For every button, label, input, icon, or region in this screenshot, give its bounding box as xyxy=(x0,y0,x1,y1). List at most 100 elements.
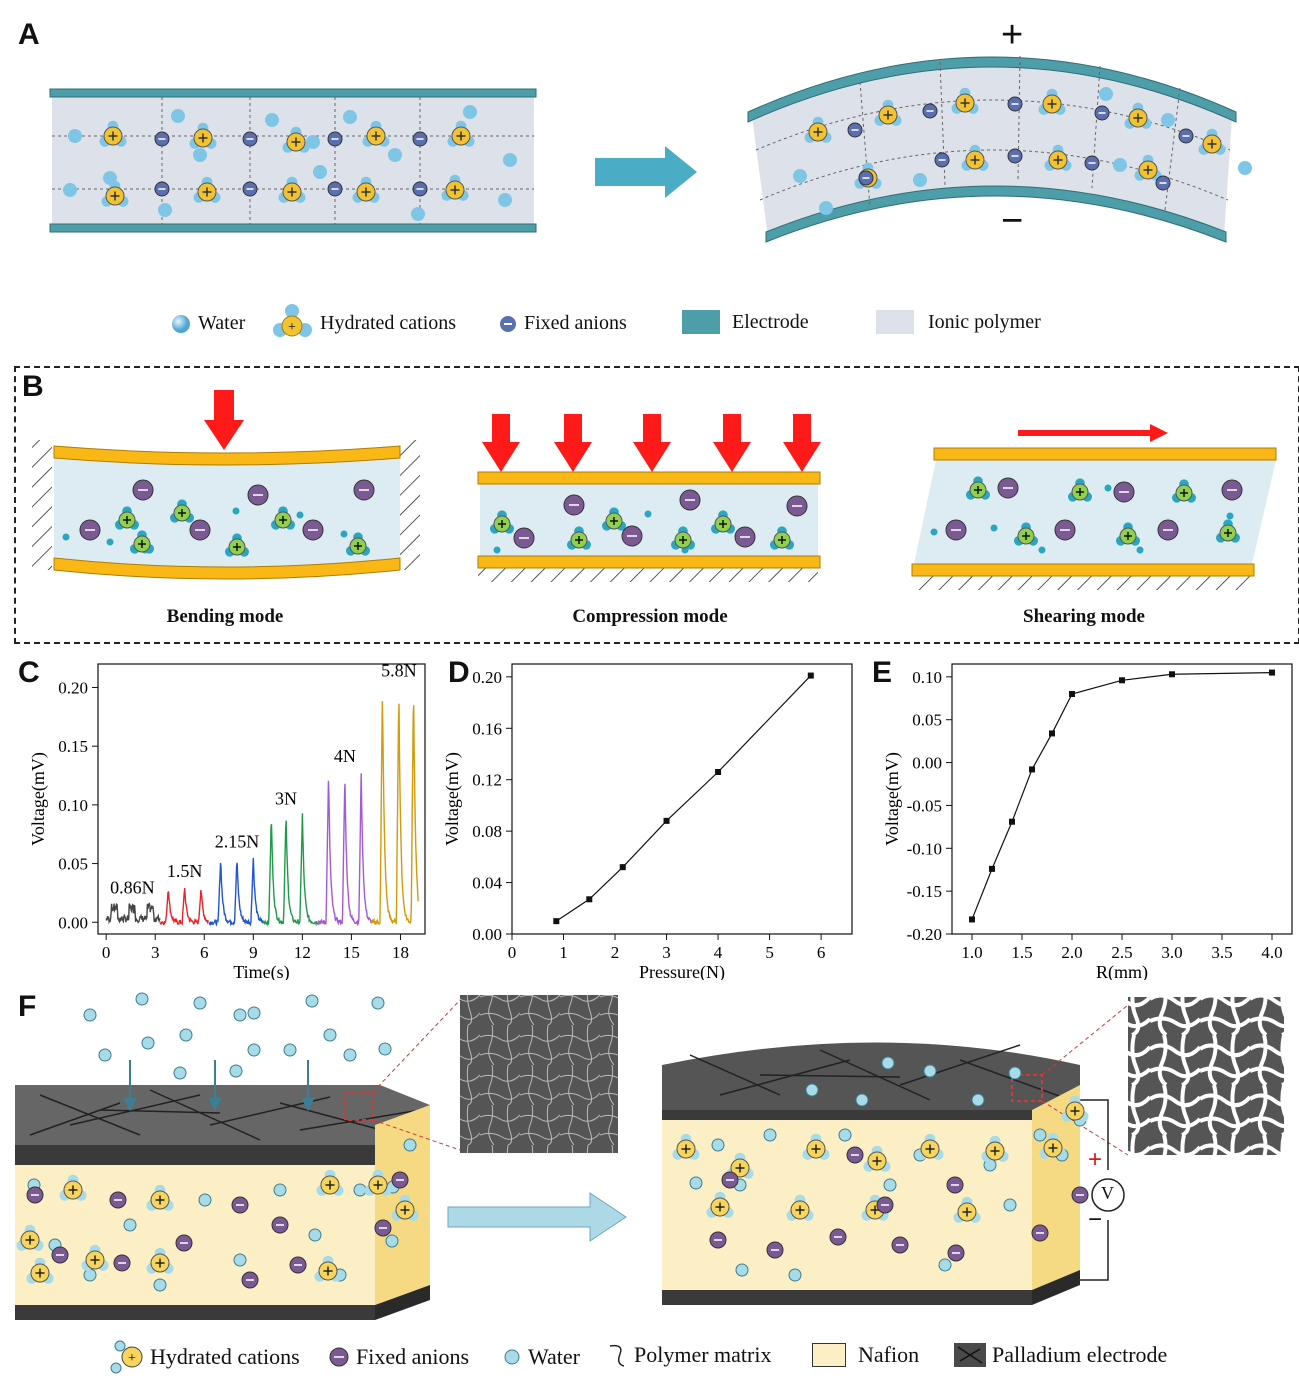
flat-ionic-polymer xyxy=(52,96,534,226)
right-micro-crack-inset xyxy=(1128,997,1284,1155)
hydrated-cation xyxy=(966,476,990,500)
chart-d-ytick-label: 0.08 xyxy=(472,822,502,841)
chart-c-series-label: 5.8N xyxy=(381,660,417,680)
water-molecule xyxy=(1099,87,1113,101)
chart-d-xtick-label: 5 xyxy=(765,943,774,962)
hydrated-cation xyxy=(671,526,695,550)
chart-d-point xyxy=(586,896,593,903)
water-molecule xyxy=(735,1263,749,1277)
fixed-anion xyxy=(1155,175,1171,191)
water-molecule xyxy=(123,1218,137,1232)
fixed-anion xyxy=(876,1196,894,1214)
fixed-anion xyxy=(1221,479,1243,501)
hydrated-cation xyxy=(193,176,221,203)
water-molecule xyxy=(883,1178,897,1192)
fixed-anion xyxy=(721,1171,739,1189)
chart-c-ylabel: Voltage(mV) xyxy=(28,752,49,846)
water-molecule xyxy=(503,153,517,167)
water-molecule xyxy=(385,1234,399,1248)
water-molecule xyxy=(1008,1066,1022,1080)
bending-top-electrode xyxy=(53,445,401,466)
hydrated-cation xyxy=(786,1194,814,1221)
chart-d-ytick-label: 0.00 xyxy=(472,925,502,944)
legend-f-palladium-electrode: Palladium electrode xyxy=(954,1342,1167,1368)
fixed-anion xyxy=(786,495,808,517)
chart-d-ytick-label: 0.12 xyxy=(472,771,502,790)
fixed-anion xyxy=(513,527,535,549)
panel-b-diagram xyxy=(32,390,1277,590)
hydrated-cation xyxy=(189,122,217,149)
water-molecule xyxy=(193,148,207,162)
water-molecule xyxy=(158,203,172,217)
fixed-anion xyxy=(412,181,428,197)
hydrated-cation xyxy=(1198,128,1226,155)
fixed-anion xyxy=(271,1216,289,1234)
water-molecule xyxy=(232,507,240,515)
water-molecule xyxy=(173,1066,187,1080)
panel-label-b: B xyxy=(22,370,44,403)
hydrated-cation xyxy=(115,506,139,530)
water-molecule xyxy=(141,1036,155,1050)
fixed-anion xyxy=(412,131,428,147)
svg-text:+: + xyxy=(288,320,296,335)
water-molecule xyxy=(198,1193,212,1207)
chart-c-xtick-label: 15 xyxy=(343,943,360,962)
hydrated-cation xyxy=(225,533,249,557)
caption-shearing-mode: Shearing mode xyxy=(1023,606,1145,627)
water-molecule xyxy=(1136,546,1144,554)
chart-d-plot-frame xyxy=(511,663,853,935)
fixed-anion xyxy=(563,494,585,516)
chart-e-point xyxy=(989,865,995,872)
chart-e-xtick-label: 4.0 xyxy=(1261,943,1282,962)
water-molecule xyxy=(793,169,807,183)
fixed-anion xyxy=(51,1246,69,1264)
chart-e-point xyxy=(1169,671,1175,678)
palladium-electrode-swatch xyxy=(954,1343,986,1367)
curved-ionic-polymer xyxy=(752,62,1232,237)
water-molecule xyxy=(819,201,833,215)
hydrated-cation xyxy=(81,1244,109,1271)
chart-e-point xyxy=(1049,730,1055,737)
hydrated-cation xyxy=(1124,102,1152,129)
water-molecule xyxy=(378,1042,392,1056)
chart-e-xtick-label: 2.0 xyxy=(1061,943,1082,962)
hydrated-cation xyxy=(953,1196,981,1223)
water-molecule xyxy=(1113,158,1127,172)
water-molecule xyxy=(193,996,207,1010)
panel-label-e: E xyxy=(872,656,893,689)
hydrated-cation xyxy=(863,1145,891,1172)
chart-c-xtick-label: 0 xyxy=(102,943,111,962)
chart-e-ytick-label: 0.05 xyxy=(912,711,942,730)
chart-c-ytick-label: 0.00 xyxy=(58,913,88,932)
chart-e-xtick-label: 2.5 xyxy=(1111,943,1132,962)
water-molecule xyxy=(233,1253,247,1267)
chart-e-point xyxy=(1069,691,1075,697)
hydrated-cation xyxy=(364,1169,392,1196)
water-molecule xyxy=(388,148,402,162)
hydrated-cation xyxy=(26,1257,54,1284)
water-molecule xyxy=(1104,484,1112,492)
fixed-anion xyxy=(829,1228,847,1246)
chart-c-series-5.8N xyxy=(370,701,419,926)
water-molecule xyxy=(1238,161,1252,175)
chart-e-line xyxy=(971,671,1273,920)
chart-c-xlabel: Time(s) xyxy=(233,962,289,980)
hydrated-cation xyxy=(352,176,380,203)
chart-e-ytick-label: 0.00 xyxy=(912,754,942,773)
water-icon xyxy=(504,1349,520,1365)
water-molecule xyxy=(938,1258,952,1272)
hydrated-cation xyxy=(1172,479,1196,503)
water-molecule xyxy=(68,129,82,143)
water-molecule xyxy=(153,1278,167,1292)
hydrated-cation xyxy=(346,532,371,556)
hydrated-cation xyxy=(282,126,310,153)
panel-label-c: C xyxy=(18,656,40,689)
chart-c-ytick-label: 0.15 xyxy=(58,737,88,756)
chart-e-voltage-radius: 1.0 1.5 2.0 2.5 3.0 3.5 4.0 0.10 0.05 0.00 -0.05 -0… xyxy=(882,663,1293,980)
hydrated-cation xyxy=(602,507,626,531)
chart-e-xtick-label: 3.5 xyxy=(1211,943,1232,962)
water-molecule xyxy=(305,994,319,1008)
hydrated-cation xyxy=(1216,519,1240,543)
chart-c-ytick-label: 0.05 xyxy=(58,855,88,874)
shearing-force-arrow xyxy=(1018,424,1168,442)
